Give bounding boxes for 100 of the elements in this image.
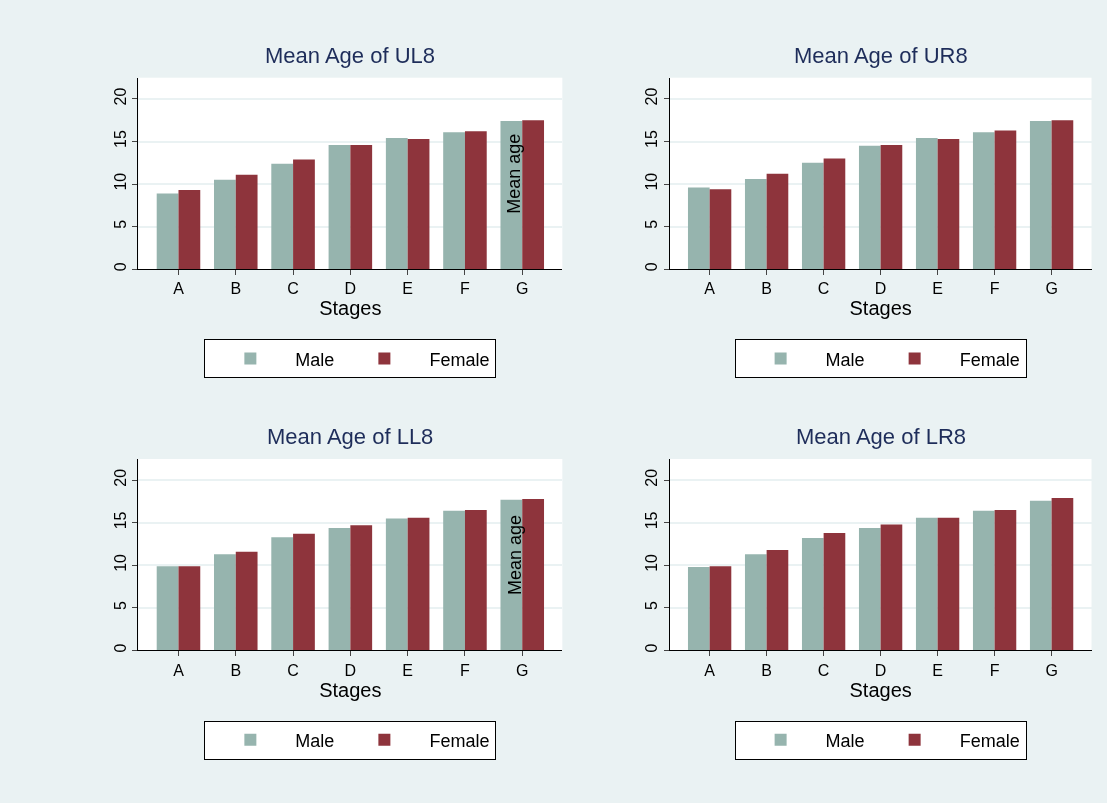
bar — [1051, 120, 1074, 270]
x-tick-label: E — [932, 661, 943, 679]
x-tick-label: C — [817, 280, 830, 298]
x-tick-label: D — [344, 661, 357, 679]
x-axis-title: Stages — [319, 297, 382, 320]
chart-title: Mean Age of UR8 — [794, 43, 968, 68]
bar — [880, 524, 903, 651]
bar — [915, 138, 938, 270]
x-tick-label: G — [1045, 280, 1058, 298]
chart-title: Mean Age of UL8 — [265, 43, 436, 68]
x-tick-label: F — [989, 661, 1000, 679]
bar — [937, 517, 960, 651]
y-tick-label: 20 — [111, 87, 129, 106]
y-tick-label: 20 — [643, 468, 661, 487]
x-tick-label: F — [989, 280, 1000, 298]
y-tick-label: 15 — [643, 130, 661, 149]
bar — [972, 132, 995, 270]
y-tick-label: 15 — [111, 130, 129, 149]
x-tick-label: A — [173, 661, 185, 679]
bar — [156, 566, 179, 651]
bar — [801, 538, 824, 651]
x-tick-label: C — [287, 661, 299, 679]
x-tick-label: G — [516, 661, 529, 679]
x-tick-label: B — [761, 280, 772, 298]
bar — [994, 130, 1017, 270]
bar — [328, 527, 351, 651]
bar — [522, 120, 545, 270]
bar — [407, 517, 430, 651]
bar — [994, 510, 1017, 651]
y-tick-label: 15 — [111, 511, 129, 530]
y-tick-label: 10 — [111, 553, 129, 572]
bar — [235, 174, 258, 270]
bar — [801, 162, 824, 270]
legend-label: Male — [825, 730, 865, 751]
x-tick-label: F — [460, 661, 471, 679]
y-tick-label: 0 — [643, 643, 661, 653]
legend-label: Male — [295, 730, 335, 751]
legend-label: Female — [429, 730, 490, 751]
bar — [328, 144, 351, 270]
bar — [385, 518, 408, 651]
y-tick-label: 0 — [111, 643, 129, 653]
bar — [178, 190, 201, 270]
bar — [350, 525, 373, 651]
y-tick-label: 5 — [111, 219, 129, 229]
y-tick-label: 10 — [111, 172, 129, 191]
x-axis-title: Stages — [849, 297, 912, 320]
bar — [293, 533, 315, 651]
x-tick-label: D — [874, 661, 887, 679]
bar — [823, 532, 846, 651]
x-tick-label: D — [344, 280, 357, 298]
x-tick-label: A — [704, 280, 716, 298]
bar — [214, 179, 236, 270]
bar — [443, 132, 465, 270]
bar — [858, 145, 881, 270]
y-tick-label: 5 — [643, 219, 661, 229]
bar — [464, 131, 487, 270]
x-tick-label: A — [704, 661, 716, 679]
x-tick-label: G — [1045, 661, 1058, 679]
bar — [766, 173, 789, 270]
chart-title: Mean Age of LR8 — [796, 424, 967, 449]
y-tick-label: 10 — [643, 172, 661, 191]
bar — [178, 566, 201, 651]
x-tick-label: G — [516, 280, 529, 298]
bar — [709, 189, 732, 270]
bar — [350, 144, 373, 270]
x-tick-label: E — [932, 280, 943, 298]
y-tick-label: 5 — [643, 600, 661, 610]
x-tick-label: F — [460, 280, 471, 298]
bar — [823, 158, 846, 270]
bar — [1029, 500, 1052, 651]
bar — [443, 510, 465, 651]
x-tick-label: E — [402, 661, 413, 679]
y-tick-label: 5 — [111, 600, 129, 610]
bar — [271, 163, 294, 270]
bar — [1029, 121, 1052, 270]
bar — [766, 550, 789, 651]
chart-title: Mean Age of LL8 — [267, 424, 434, 449]
x-tick-label: C — [287, 280, 299, 298]
bar — [937, 138, 960, 270]
x-axis-title: Stages — [319, 678, 382, 701]
bar — [464, 510, 487, 651]
bar — [214, 554, 236, 651]
bar — [744, 178, 767, 270]
x-tick-label: B — [230, 280, 242, 298]
bar — [293, 159, 315, 270]
bar — [1051, 498, 1074, 651]
x-tick-label: D — [874, 280, 887, 298]
bar — [235, 551, 258, 651]
annotation: Mean age — [503, 133, 524, 214]
legend-label: Female — [959, 349, 1020, 370]
x-axis-title: Stages — [849, 678, 912, 701]
x-tick-label: E — [402, 280, 413, 298]
bar — [156, 193, 179, 270]
y-tick-label: 15 — [643, 511, 661, 530]
bar — [880, 144, 903, 270]
bar — [385, 138, 408, 270]
y-tick-label: 20 — [111, 468, 129, 487]
annotation: Mean age — [504, 514, 525, 596]
x-tick-label: C — [817, 661, 830, 679]
bar — [271, 537, 294, 651]
